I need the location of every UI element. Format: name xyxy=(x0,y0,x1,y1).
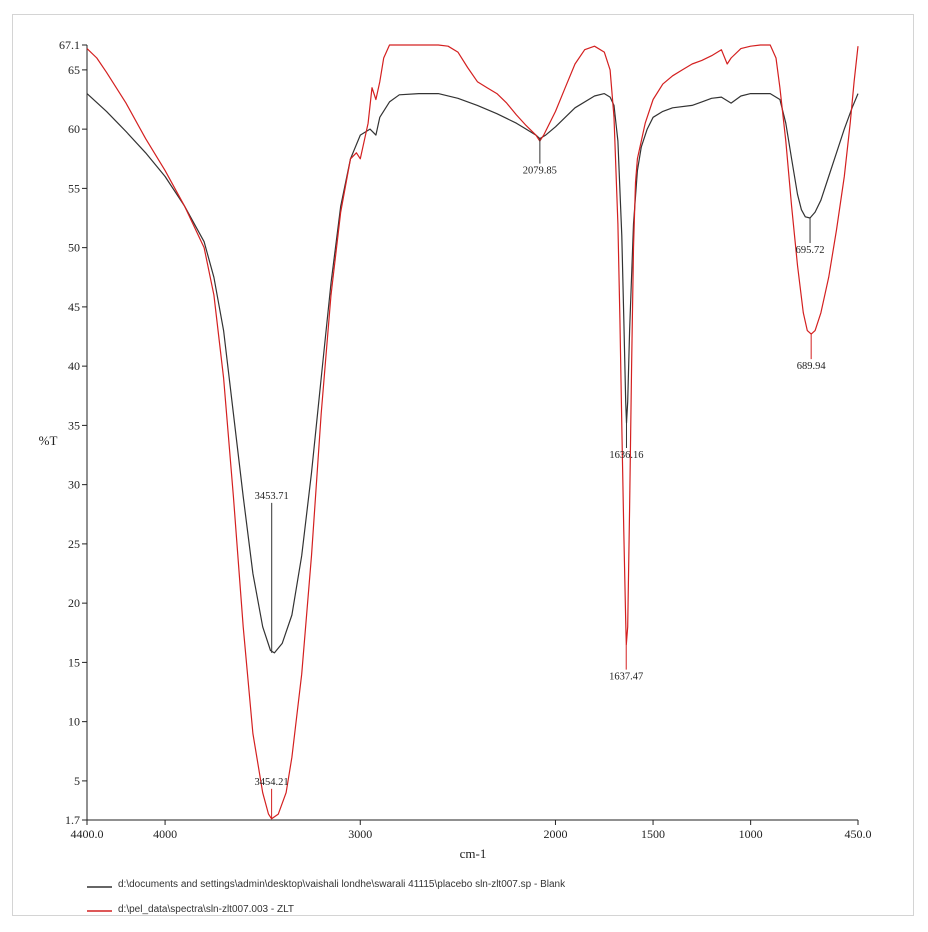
peak-label-3454-21: 3454.21 xyxy=(255,777,289,788)
x-axis: 4400.0 4000 3000 2000 1500 1000 450.0 xyxy=(71,819,872,841)
y-tick-label-45: 45 xyxy=(68,300,80,314)
x-tick-label-3000: 3000 xyxy=(348,827,372,841)
y-tick-label-30: 30 xyxy=(68,478,80,492)
y-tick-label-25: 25 xyxy=(68,537,80,551)
x-tick-label-1000: 1000 xyxy=(739,827,763,841)
legend: d:\documents and settings\admin\desktop\… xyxy=(87,879,566,915)
y-tick-label-20: 20 xyxy=(68,596,80,610)
y-tick-label-10: 10 xyxy=(68,715,80,729)
legend-label-blank: d:\documents and settings\admin\desktop\… xyxy=(118,879,566,890)
series-lines xyxy=(86,44,859,820)
y-tick-label-65: 65 xyxy=(68,63,80,77)
y-tick-label-15: 15 xyxy=(68,655,80,669)
x-tick-label-450-0: 450.0 xyxy=(845,827,872,841)
y-tick-label-50: 50 xyxy=(68,241,80,255)
series-line-blank xyxy=(86,93,859,654)
x-tick-label-2000: 2000 xyxy=(543,827,567,841)
x-tick-label-1500: 1500 xyxy=(641,827,665,841)
series-line-zlt xyxy=(86,44,859,820)
x-tick-label-4400-0: 4400.0 xyxy=(71,827,104,841)
x-axis-title: cm-1 xyxy=(460,846,487,861)
y-axis-title: %T xyxy=(39,433,58,448)
y-tick-label-60: 60 xyxy=(68,122,80,136)
peak-annotations: 2079.85 1636.16 695.72 3453.71 1637.47 689.94… xyxy=(255,138,827,819)
y-axis: 67.1 65 60 55 50 45 40 35 30 25 20 15 10 5 1.7 xyxy=(59,38,88,827)
peak-label-2079-85: 2079.85 xyxy=(523,166,557,177)
y-tick-label-35: 35 xyxy=(68,418,80,432)
peak-label-1636-16: 1636.16 xyxy=(609,450,643,461)
y-tick-label-67-1: 67.1 xyxy=(59,38,80,52)
y-tick-label-40: 40 xyxy=(68,359,80,373)
y-tick-label-55: 55 xyxy=(68,181,80,195)
x-tick-label-4000: 4000 xyxy=(153,827,177,841)
peak-label-689-94: 689.94 xyxy=(797,361,827,372)
legend-label-zlt: d:\pel_data\spectra\sln-zlt007.003 - ZLT xyxy=(118,904,294,915)
peak-label-695-72: 695.72 xyxy=(796,245,825,256)
peak-label-3453-71: 3453.71 xyxy=(255,491,289,502)
y-tick-label-1-7: 1.7 xyxy=(65,813,80,827)
y-tick-label-5: 5 xyxy=(74,774,80,788)
peak-label-1637-47: 1637.47 xyxy=(609,672,643,683)
chart-frame xyxy=(12,14,914,916)
